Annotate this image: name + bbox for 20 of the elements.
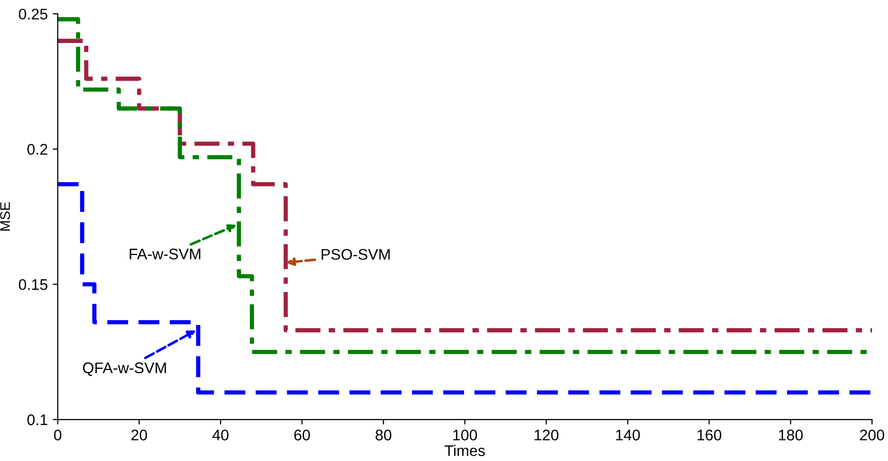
x-tick-label: 60 xyxy=(294,430,310,440)
y-axis-title: MSE xyxy=(0,202,10,231)
x-tick-label: 120 xyxy=(534,430,558,440)
x-tick-label: 180 xyxy=(779,430,803,440)
x-tick-label: 200 xyxy=(860,430,884,440)
x-tick-label: 100 xyxy=(453,430,478,440)
x-tick-label: 160 xyxy=(698,430,722,440)
y-tick-label: 0.2 xyxy=(27,144,48,155)
x-tick-label: 20 xyxy=(131,430,148,440)
y-tick-label: 0.1 xyxy=(27,414,48,426)
x-tick-label: 0 xyxy=(54,430,62,440)
y-tick-label: 0.15 xyxy=(18,279,48,290)
x-tick-label: 140 xyxy=(616,430,640,440)
annotation: QFA-w-SVM xyxy=(82,362,166,376)
x-axis-title: Times xyxy=(444,444,485,456)
x-tick-label: 80 xyxy=(376,430,392,440)
annotation: PSO-SVM xyxy=(322,248,390,260)
x-tick-label: 40 xyxy=(212,430,228,440)
y-tick-label: 0.25 xyxy=(18,8,48,20)
annotation: FA-w-SVM xyxy=(130,248,200,260)
